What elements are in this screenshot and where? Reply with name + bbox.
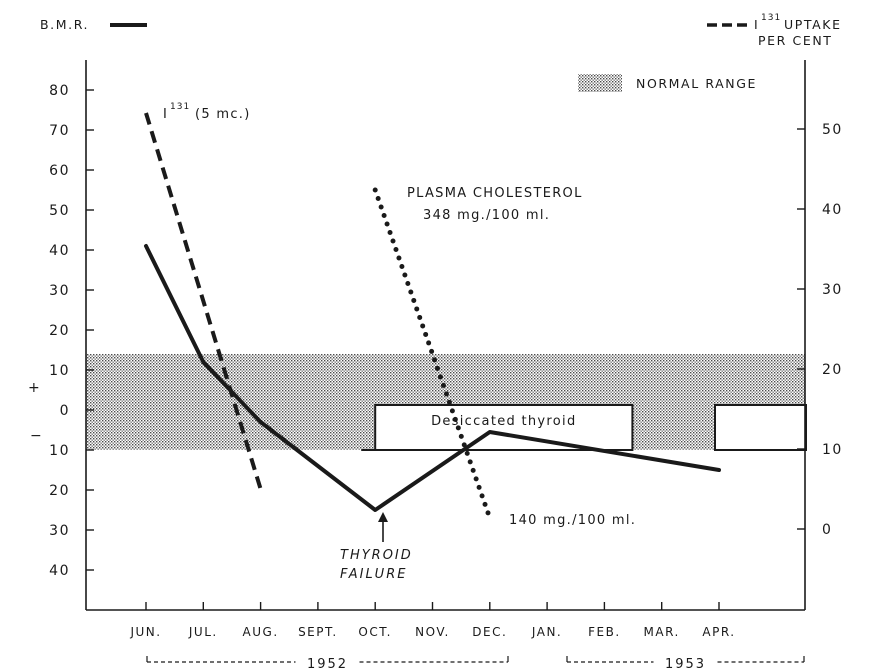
i131-dose-base: I xyxy=(163,107,168,122)
i131-dose-label: (5 mc.) xyxy=(195,107,251,122)
x-tick-label: FEB. xyxy=(588,625,621,639)
x-tick-label: MAR. xyxy=(644,625,680,639)
year-label: 1953 xyxy=(665,657,706,672)
right-tick-label: 0 xyxy=(822,522,832,538)
left-tick-label: 30 xyxy=(49,283,70,299)
negative-sign: − xyxy=(30,428,43,444)
left-tick-label: 70 xyxy=(49,123,70,139)
legend-uptake-base: I xyxy=(754,17,759,32)
cholesterol-title: PLASMA CHOLESTEROL xyxy=(407,186,583,201)
x-tick-label: AUG. xyxy=(243,625,279,639)
year-label: 1952 xyxy=(307,657,348,672)
thyroid-failure-arrow-head xyxy=(378,512,388,522)
legend-uptake-label-2: PER CENT xyxy=(758,33,833,48)
legend-bmr-label: B.M.R. xyxy=(40,17,89,32)
x-tick-label: SEPT. xyxy=(298,625,338,639)
thyroid-failure-label-2: FAILURE xyxy=(340,567,407,582)
left-tick-label: 80 xyxy=(49,83,70,99)
uptake-line xyxy=(144,112,263,490)
i131-dose-sup: 131 xyxy=(170,102,190,112)
x-tick-label: JUL. xyxy=(188,625,218,639)
x-tick-label: DEC. xyxy=(472,625,507,639)
treatment-bar xyxy=(714,404,807,451)
cholesterol-line xyxy=(372,187,493,521)
x-tick-label: APR. xyxy=(702,625,735,639)
left-tick-label: 60 xyxy=(49,163,70,179)
series-dashed xyxy=(144,112,263,490)
left-tick-label: 10 xyxy=(49,443,70,459)
x-tick-label: JUN. xyxy=(129,625,161,639)
thyroid-failure-label: THYROID xyxy=(340,548,413,563)
bmr-line xyxy=(144,244,721,512)
x-tick-label: OCT. xyxy=(358,625,392,639)
right-tick-label: 50 xyxy=(822,122,843,138)
treatment-bar xyxy=(374,404,634,451)
legend-normal-range-label: NORMAL RANGE xyxy=(636,76,757,91)
cholesterol-high-label: 348 mg./100 ml. xyxy=(423,208,550,223)
right-tick-label: 40 xyxy=(822,202,843,218)
legend-normal-range-swatch xyxy=(578,74,622,92)
right-tick-label: 30 xyxy=(822,282,843,298)
series-dotted xyxy=(372,187,493,521)
left-tick-label: 30 xyxy=(49,523,70,539)
positive-sign: + xyxy=(28,380,41,396)
left-tick-label: 40 xyxy=(49,243,70,259)
left-tick-label: 0 xyxy=(60,403,70,419)
x-tick-label: JAN. xyxy=(531,625,562,639)
left-tick-label: 20 xyxy=(49,483,70,499)
right-tick-label: 20 xyxy=(822,362,843,378)
legend-uptake-label: UPTAKE xyxy=(784,17,842,32)
x-tick-label: NOV. xyxy=(415,625,450,639)
treatment-label: Desiccated thyroid xyxy=(431,414,576,429)
legend-uptake-sup: 131 xyxy=(761,13,781,23)
left-tick-label: 10 xyxy=(49,363,70,379)
left-tick-label: 50 xyxy=(49,203,70,219)
series-solid xyxy=(144,244,721,512)
left-tick-label: 40 xyxy=(49,563,70,579)
left-tick-label: 20 xyxy=(49,323,70,339)
right-tick-label: 10 xyxy=(822,442,843,458)
cholesterol-low-label: 140 mg./100 ml. xyxy=(509,513,636,528)
